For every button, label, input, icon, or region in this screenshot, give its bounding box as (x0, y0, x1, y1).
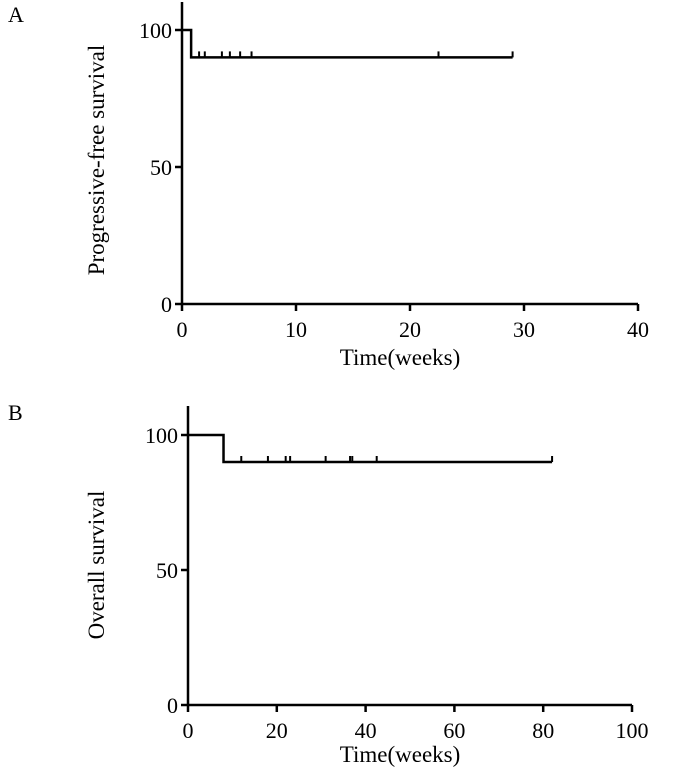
chart-a-y-axis-label: Progressive-free survival (84, 45, 109, 276)
chart-a-y-tick-label: 100 (139, 18, 172, 43)
chart-b: B 0 50 100 0 20 40 60 80 100 Time(weeks) Overall su… (8, 400, 649, 767)
chart-a-panel-letter: A (8, 2, 24, 27)
chart-a-x-tick-label: 0 (177, 317, 188, 342)
chart-a-x-tick-label: 30 (513, 317, 535, 342)
chart-a-y-tick-label: 0 (161, 292, 172, 317)
chart-b-x-tick-label: 80 (532, 718, 554, 743)
chart-b-y-tick-label: 100 (145, 423, 178, 448)
chart-b-y-axis-label: Overall survival (84, 491, 109, 640)
chart-a: A 0 50 100 0 10 20 30 40 Time(weeks) Progressive-f… (8, 2, 649, 370)
chart-b-y-tick-label: 0 (167, 693, 178, 718)
chart-b-panel-letter: B (8, 400, 23, 425)
chart-a-y-tick-label: 50 (150, 155, 172, 180)
chart-b-x-tick-label: 0 (183, 718, 194, 743)
chart-a-x-tick-label: 20 (399, 317, 421, 342)
chart-b-x-tick-label: 100 (616, 718, 649, 743)
chart-b-x-tick-label: 60 (443, 718, 465, 743)
chart-b-y-tick-label: 50 (156, 558, 178, 583)
chart-a-x-axis-label: Time(weeks) (340, 345, 461, 370)
chart-a-x-tick-label: 40 (627, 317, 649, 342)
chart-b-survival-curve (188, 433, 553, 464)
chart-b-x-tick-label: 40 (355, 718, 377, 743)
chart-a-x-tick-label: 10 (285, 317, 307, 342)
chart-b-x-tick-label: 20 (266, 718, 288, 743)
chart-a-survival-curve (182, 28, 513, 59)
chart-b-x-axis-label: Time(weeks) (340, 742, 461, 767)
